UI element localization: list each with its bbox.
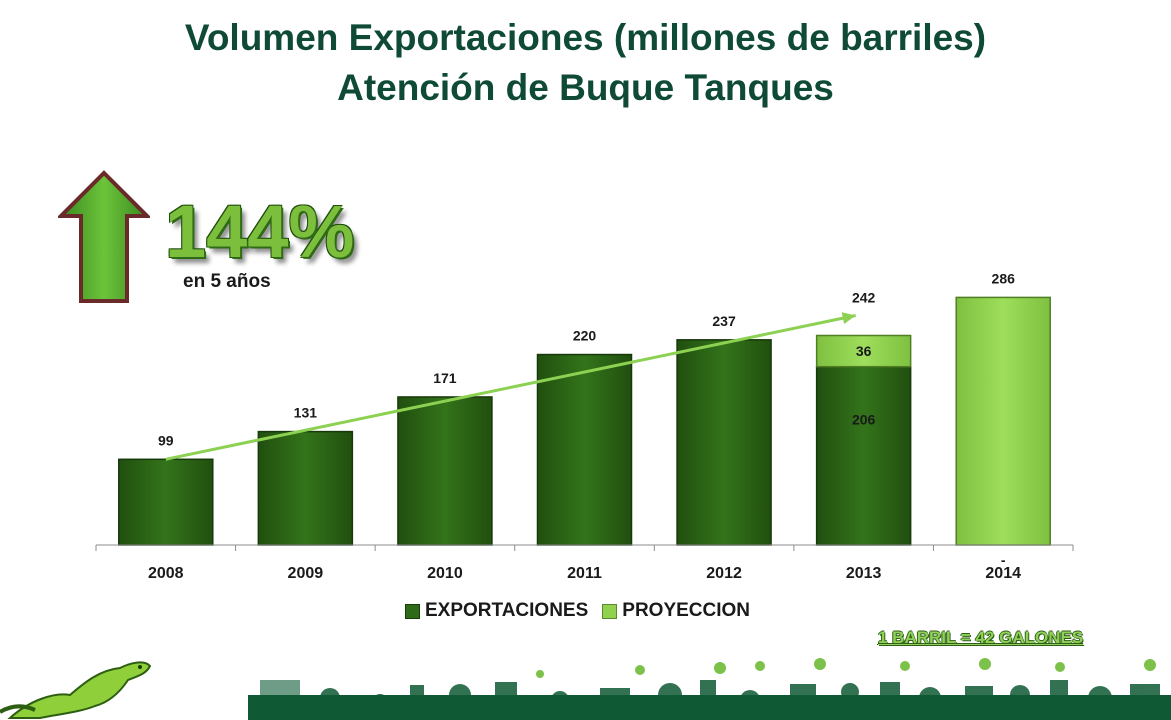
chart-legend: EXPORTACIONES PROYECCION — [405, 598, 764, 624]
legend-label-proyeccion: PROYECCION — [622, 600, 751, 621]
data-label-exportaciones-2012: 237 — [712, 313, 736, 329]
data-label-exportaciones-2011: 220 — [573, 328, 597, 344]
x-tick-label-2008: 2008 — [148, 565, 184, 582]
chart-subtitle: Atención de Buque Tanques — [337, 67, 834, 108]
iguana-icon — [0, 661, 152, 719]
bar-proyeccion-2013 — [815, 334, 912, 368]
data-label-exportaciones-2013: 206 — [852, 412, 876, 428]
x-tick-label-2011: 2011 — [567, 565, 602, 582]
decorative-footer-band — [0, 658, 1171, 720]
bar-exportaciones-2009 — [257, 430, 354, 546]
x-tick-label-2010: 2010 — [427, 565, 463, 582]
legend-swatch-exportaciones — [405, 603, 420, 619]
bar-exportaciones-2013 — [815, 365, 912, 546]
trend-line — [165, 314, 856, 461]
bar-exportaciones-2010 — [397, 396, 493, 546]
growth-percentage: 144% — [165, 190, 355, 273]
x-tick-label-2013: 2013 — [846, 565, 882, 582]
legend-swatch-proyeccion — [602, 603, 618, 619]
x-tick-label-2012: 2012 — [706, 565, 742, 582]
conversion-note: 1 BARRIL = 42 GALONES — [878, 628, 1084, 647]
data-label-exportaciones-2014: - — [1001, 552, 1006, 568]
bar-exportaciones-2008 — [118, 458, 214, 546]
growth-caption: en 5 años — [183, 271, 271, 292]
up-arrow-icon — [58, 170, 150, 303]
bar-exportaciones-2011 — [536, 353, 633, 546]
legend-label-exportaciones: EXPORTACIONES — [425, 600, 589, 621]
bar-exportaciones-2012 — [676, 339, 772, 546]
chart-title: Volumen Exportaciones (millones de barri… — [184, 17, 987, 58]
data-label-exportaciones-2010: 171 — [433, 370, 457, 386]
legend-item-proyeccion: PROYECCION — [602, 600, 750, 622]
x-tick-label-2014: 2014 — [985, 565, 1021, 582]
trend-arrowhead — [841, 312, 856, 325]
data-label-proyeccion-2013: 36 — [856, 343, 872, 359]
data-label-exportaciones-2008: 99 — [158, 432, 174, 448]
x-tick-label-2009: 2009 — [288, 565, 324, 582]
pattern-icons — [260, 680, 1160, 720]
data-label-proyeccion-2014: 286 — [992, 270, 1016, 286]
bar-proyeccion-2014 — [955, 296, 1051, 546]
bar-chart: 2008 99 2009 131 2010 171 2011 220 2012 237 2013 20… — [95, 270, 1074, 582]
pattern-icons-light — [536, 658, 1156, 678]
data-label-total-2013: 242 — [852, 290, 876, 306]
legend-item-exportaciones: EXPORTACIONES — [405, 600, 588, 622]
data-label-exportaciones-2009: 131 — [294, 405, 318, 421]
